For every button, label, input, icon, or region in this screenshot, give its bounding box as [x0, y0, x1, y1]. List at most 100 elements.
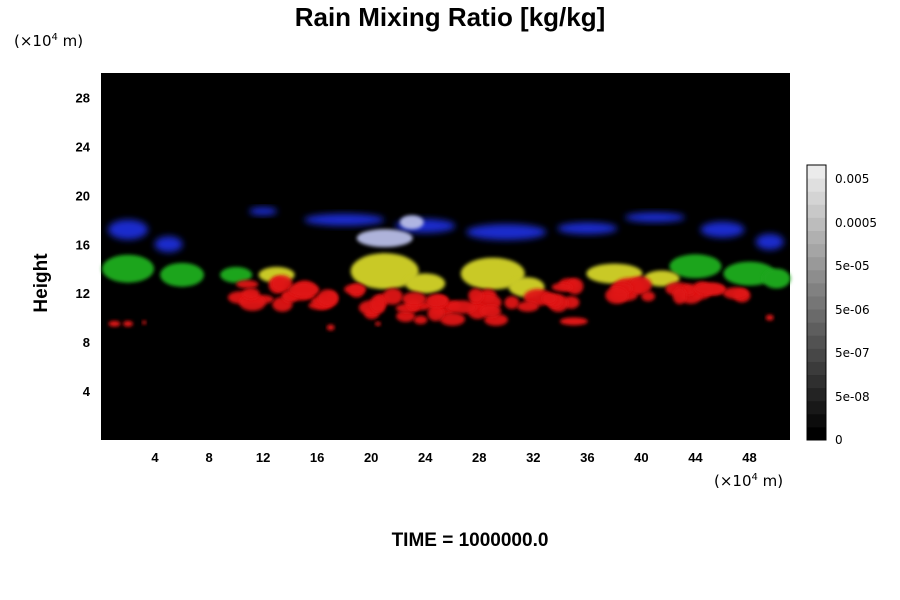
y-tick-label: 12 [76, 286, 90, 301]
plot-area [101, 73, 790, 440]
colorbar-swatch [807, 387, 826, 402]
colorbar-swatch [807, 322, 826, 336]
red-cloud-band [425, 294, 448, 308]
green-cloud-band [762, 268, 791, 289]
colorbar-swatch [807, 204, 826, 218]
chart-title: Rain Mixing Ratio [kg/kg] [294, 2, 606, 32]
colorbar-swatch [807, 269, 826, 284]
x-axis-unit: (×104 m) [714, 472, 784, 490]
colorbar-frame [806, 164, 827, 441]
x-tick-label: 12 [256, 450, 270, 465]
red-cloud-band [480, 304, 502, 318]
blue-cloud-band [557, 222, 618, 235]
yellow-cloud-band [643, 270, 680, 287]
red-cloud-band [551, 282, 573, 292]
colorbar: 0.005 0.0005 5e-05 5e-06 5e-07 5e-08 0 [806, 164, 877, 447]
red-cloud-band [413, 315, 428, 325]
blue-cloud-band [249, 207, 278, 216]
red-cloud-band [672, 287, 687, 305]
x-tick-label: 36 [580, 450, 594, 465]
colorbar-tick-label: 5e-07 [835, 346, 870, 360]
green-cloud-band [220, 266, 253, 283]
x-tick-label: 8 [205, 450, 212, 465]
colorbar-tick-label: 5e-05 [835, 259, 870, 273]
time-label: TIME = 1000000.0 [391, 530, 549, 551]
y-tick-label: 20 [76, 188, 90, 203]
red-cloud-band [236, 280, 259, 289]
colorbar-swatch [807, 374, 826, 389]
red-cloud-fragment [559, 317, 588, 326]
green-cloud-band [102, 254, 155, 283]
red-cloud-band [317, 289, 338, 307]
red-cloud-band [641, 291, 656, 302]
red-cloud-band [468, 288, 484, 304]
x-tick-label: 32 [526, 450, 540, 465]
red-cloud-band [517, 301, 539, 312]
red-cloud-fragment [326, 324, 335, 331]
white-cloud-cap [356, 229, 413, 248]
red-cloud-band [566, 278, 584, 295]
x-tick-label: 48 [742, 450, 756, 465]
colorbar-swatch [807, 348, 826, 362]
colorbar-tick-label: 0 [835, 433, 843, 447]
yellow-cloud-band [350, 253, 419, 290]
red-cloud-band [242, 287, 260, 300]
green-cloud-band [160, 262, 205, 287]
x-tick-label: 24 [418, 450, 433, 465]
x-tick-label: 40 [634, 450, 648, 465]
x-axis-ticks: 4 8 12 16 20 24 28 32 36 40 44 48 [151, 450, 756, 465]
colorbar-swatch [807, 230, 826, 245]
y-axis-ticks: 4 8 12 16 20 24 28 [76, 90, 91, 399]
red-cloud-band [605, 286, 629, 304]
blue-cloud-band [304, 213, 385, 226]
red-cloud-band [271, 275, 293, 292]
colorbar-swatch [807, 256, 826, 271]
colorbar-tick-label: 0.005 [835, 172, 869, 186]
red-cloud-fragment [142, 320, 147, 325]
red-cloud-fragment [765, 314, 774, 321]
y-tick-label: 8 [83, 335, 90, 350]
red-cloud-band [504, 296, 520, 310]
blue-cloud-band [700, 221, 745, 238]
colorbar-swatch [807, 191, 826, 205]
colorbar-tick-label: 5e-08 [835, 390, 870, 404]
red-cloud-band [344, 284, 366, 295]
red-cloud-band [628, 276, 652, 295]
colorbar-swatch [807, 282, 826, 297]
blue-cloud-band [624, 212, 685, 223]
red-cloud-band [541, 292, 557, 305]
red-cloud-band [370, 294, 386, 313]
red-cloud-band [402, 292, 427, 306]
yellow-cloud-band [460, 257, 525, 290]
red-cloud-band [439, 312, 466, 326]
x-tick-label: 20 [364, 450, 378, 465]
y-axis-unit: (×104 m) [14, 32, 84, 50]
x-tick-label: 44 [688, 450, 703, 465]
red-cloud-band [288, 282, 320, 297]
y-tick-label: 16 [76, 237, 90, 252]
blue-cloud-band [154, 236, 183, 253]
white-cloud-cap [399, 215, 424, 230]
blue-cloud-band [108, 219, 149, 240]
rain-field [102, 207, 791, 331]
colorbar-swatch [807, 426, 826, 441]
colorbar-swatch [807, 178, 826, 192]
colorbar-tick-label: 0.0005 [835, 216, 877, 230]
y-tick-label: 28 [76, 90, 90, 105]
colorbar-tick-label: 5e-06 [835, 303, 870, 317]
red-cloud-fragment [108, 320, 121, 327]
y-tick-label: 24 [76, 139, 91, 154]
red-cloud-band [382, 288, 403, 305]
colorbar-swatch [807, 243, 826, 258]
green-cloud-band [669, 254, 722, 279]
colorbar-swatch [807, 295, 826, 310]
red-cloud-band [427, 305, 445, 322]
green-cloud-band [723, 261, 776, 286]
colorbar-swatch [807, 165, 826, 179]
red-cloud-band [694, 282, 725, 296]
red-cloud-fragment [374, 321, 381, 326]
red-cloud-fragment [123, 320, 134, 327]
colorbar-swatch [807, 335, 826, 349]
blue-cloud-band [755, 233, 784, 250]
